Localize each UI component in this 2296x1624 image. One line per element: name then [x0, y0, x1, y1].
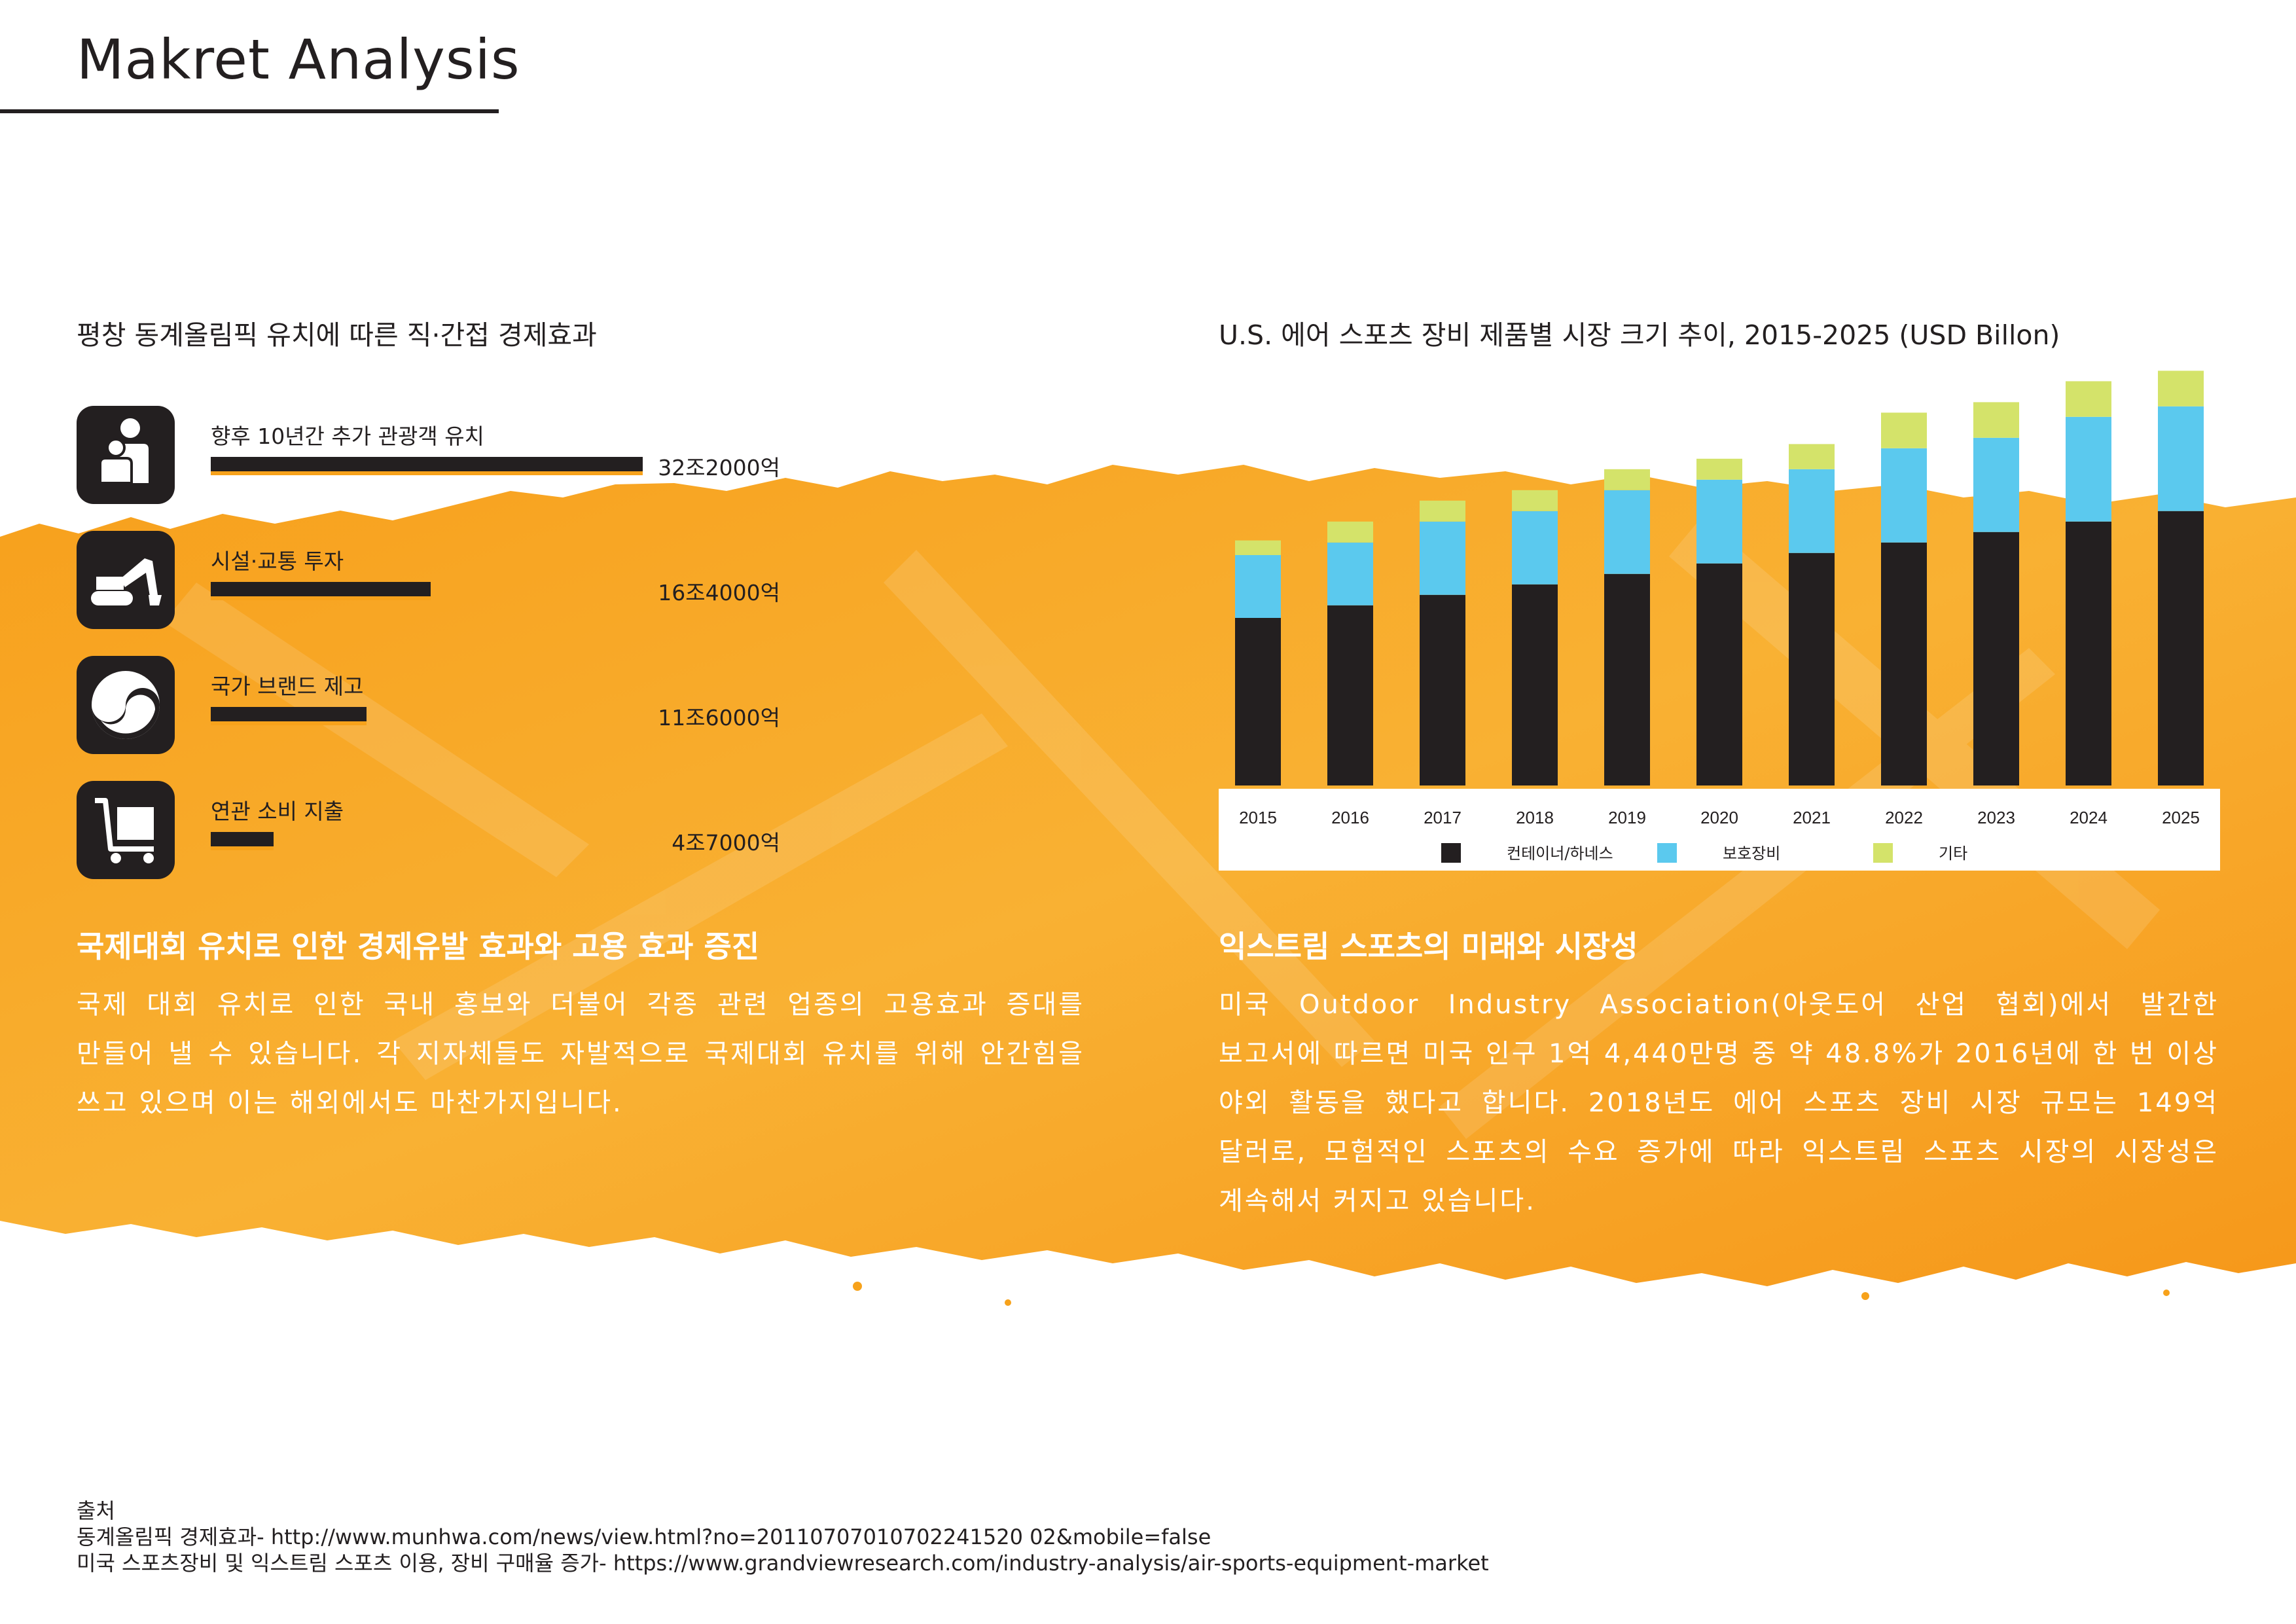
econ-item-value: 4조7000억: [672, 830, 780, 856]
legend-swatch: [1657, 843, 1677, 863]
chart-bar-segment: [1604, 469, 1650, 490]
chart-bar-segment: [1512, 511, 1558, 585]
chart-bar-segment: [1327, 605, 1373, 785]
chart-bar-segment: [1327, 542, 1373, 605]
chart-bar-segment: [2066, 381, 2111, 417]
econ-item-value: 16조4000억: [658, 580, 780, 605]
chart-bar-segment: [1604, 490, 1650, 574]
chart-bar-segment: [2158, 511, 2204, 785]
economic-effect-body: 국제 대회 유치로 인한 국내 홍보와 더불어 각종 관련 업종의 고용효과 증…: [77, 990, 1085, 1118]
taegeuk-icon: [77, 656, 175, 754]
economic-effect-heading: 평창 동계올림픽 유치에 따른 직·간접 경제효과: [77, 319, 597, 351]
chart-bar-segment: [1696, 458, 1742, 480]
shopping-cart-icon: [77, 781, 175, 879]
chart-bar-segment: [1420, 500, 1465, 522]
x-tick-label: 2025: [2162, 808, 2200, 827]
econ-item-label: 연관 소비 지출: [211, 799, 344, 824]
chart-canvas: 2015 2016 2017 2018 2019 2020 2021 2022 2023 2024…: [1219, 370, 2220, 871]
legend-label: 컨테이너/하네스: [1507, 844, 1613, 863]
chart-bar-segment: [1235, 555, 1281, 618]
chart-bar-segment: [1789, 552, 1835, 785]
legend-label: 기타: [1939, 844, 1967, 863]
legend-swatch: [1873, 843, 1893, 863]
market-size-chart: 2015 2016 2017 2018 2019 2020 2021 2022 2023 2024…: [1219, 367, 2220, 871]
chart-bar-segment: [2066, 416, 2111, 522]
chart-bar-segment: [1881, 542, 1927, 785]
econ-item-label: 국가 브랜드 제고: [211, 674, 364, 699]
chart-bar-segment: [1512, 490, 1558, 511]
x-tick-label: 2018: [1516, 808, 1554, 827]
chart-bar-segment: [1973, 532, 2019, 785]
chart-bar-segment: [1789, 469, 1835, 553]
econ-item-label: 시설·교통 투자: [211, 549, 344, 574]
chart-title: U.S. 에어 스포츠 장비 제품별 시장 크기 추이, 2015-2025 (…: [1219, 319, 2060, 351]
econ-item-value: 11조6000억: [658, 705, 780, 731]
chart-bar-segment: [1789, 444, 1835, 469]
source-line: 미국 스포츠장비 및 익스트림 스포츠 이용, 장비 구매율 증가- https…: [77, 1551, 1489, 1576]
chart-axis-strip: [1219, 789, 2220, 871]
chart-bar-segment: [2066, 521, 2111, 785]
chart-bar-segment: [1420, 521, 1465, 595]
legend-label: 보호장비: [1723, 844, 1780, 863]
sources: 출처 동계올림픽 경제효과- http://www.munhwa.com/new…: [77, 1498, 1489, 1576]
chart-bar-segment: [1235, 540, 1281, 555]
chart-bar-segment: [1973, 402, 2019, 438]
x-tick-label: 2017: [1424, 808, 1462, 827]
source-line: 동계올림픽 경제효과- http://www.munhwa.com/news/v…: [77, 1525, 1211, 1549]
x-tick-label: 2023: [1977, 808, 2015, 827]
legend-swatch: [1441, 843, 1461, 863]
chart-bar-segment: [1696, 479, 1742, 564]
chart-bar-segment: [1420, 594, 1465, 785]
chart-bar-segment: [2158, 370, 2204, 406]
extreme-sports-body: 미국 Outdoor Industry Association(아웃도어 산업 …: [1219, 990, 2219, 1216]
chart-bar-segment: [1881, 448, 1927, 543]
x-tick-label: 2015: [1239, 808, 1277, 827]
econ-item-value: 32조2000억: [658, 455, 780, 480]
x-tick-label: 2024: [2070, 808, 2108, 827]
excavator-icon: [77, 531, 175, 629]
people-icon: [77, 406, 175, 504]
economic-effect-subheading: 국제대회 유치로 인한 경제유발 효과와 고용 효과 증진: [77, 929, 760, 964]
chart-bar-segment: [1696, 563, 1742, 785]
sources-heading: 출처: [77, 1498, 115, 1523]
title-underline: [0, 109, 499, 113]
x-tick-label: 2019: [1608, 808, 1646, 827]
x-tick-label: 2021: [1793, 808, 1831, 827]
econ-item-bar: [211, 832, 274, 850]
chart-bar-segment: [1881, 412, 1927, 448]
chart-bar-segment: [1973, 437, 2019, 532]
chart-bar-segment: [1512, 584, 1558, 785]
chart-bar-segment: [1327, 521, 1373, 543]
econ-item-label: 향후 10년간 추가 관광객 유치: [211, 424, 484, 449]
econ-item-bar: [211, 457, 643, 475]
chart-bar-segment: [2158, 406, 2204, 511]
x-tick-label: 2016: [1331, 808, 1369, 827]
econ-item-bar: [211, 707, 367, 725]
chart-bar-segment: [1235, 618, 1281, 785]
x-tick-label: 2020: [1700, 808, 1738, 827]
extreme-sports-subheading: 익스트림 스포츠의 미래와 시장성: [1219, 929, 1638, 964]
x-tick-label: 2022: [1885, 808, 1923, 827]
chart-bar-segment: [1604, 573, 1650, 785]
econ-item-bar: [211, 582, 431, 600]
page-title: Makret Analysis: [77, 27, 520, 92]
